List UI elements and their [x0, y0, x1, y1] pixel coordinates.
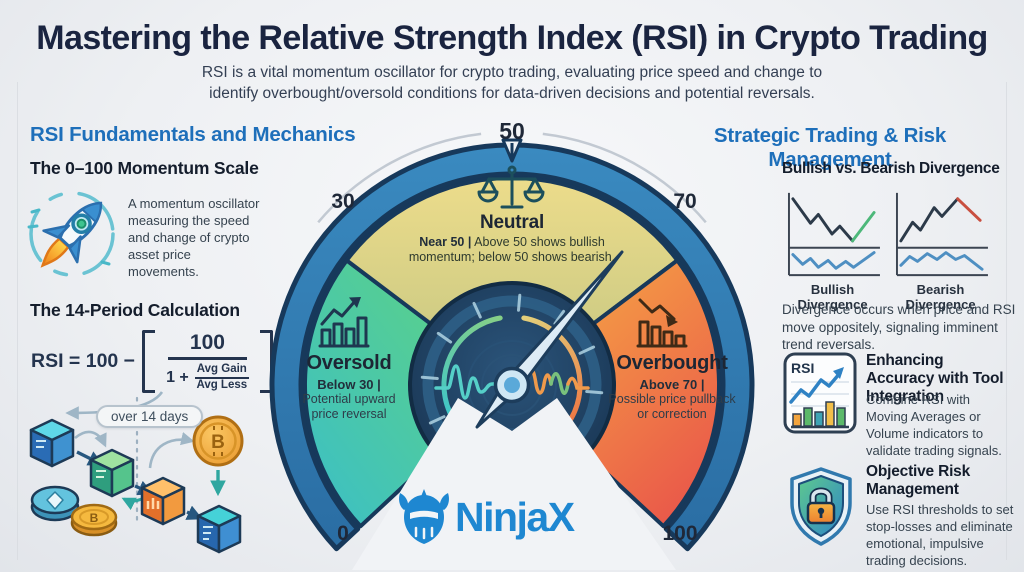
bearish-reversal-line [956, 197, 982, 222]
neutral-title: Neutral [479, 212, 545, 233]
balance-scale-icon [477, 165, 545, 209]
waveform-right-green [549, 372, 570, 395]
formula-numerator: 100 [167, 331, 247, 360]
left-section-title: RSI Fundamentals and Mechanics [30, 123, 356, 146]
formula-denominator-prefix: 1 + [166, 368, 189, 386]
blockchain-cubes [29, 418, 242, 554]
oversold-title: Oversold [306, 352, 392, 374]
neutral-range: Near 50 | [419, 235, 472, 249]
curved-arrow-1 [74, 430, 107, 448]
divergence-title: Bullish vs. Bearish Divergence [782, 160, 1000, 177]
waveform-right-tail [566, 376, 590, 390]
bearish-divergence-chart [895, 192, 988, 277]
rsi-icon-label: RSI [791, 360, 814, 376]
bitcoin-coin-small-icon: B [70, 503, 118, 537]
risk-description: Use RSI thresholds to set stop-losses an… [866, 502, 1014, 568]
gauge-label-70: 70 [673, 190, 697, 213]
right-panel-edge [1006, 82, 1007, 560]
shield-lock-icon [790, 467, 852, 546]
subtitle-line-2: identify overbought/oversold conditions … [209, 84, 815, 102]
overbought-segment-text: Overbought Above 70 | Possible price pul… [608, 352, 736, 422]
subtitle-line-1: RSI is a vital momentum oscillator for c… [201, 64, 823, 81]
left-bracket [142, 330, 156, 394]
divergence-chart-labels: Bullish Divergence Bearish Divergence [782, 282, 991, 312]
gauge-needle [475, 250, 624, 429]
formula-lhs: RSI = 100 − [31, 350, 136, 373]
page-title: Mastering the Relative Strength Index (R… [36, 19, 988, 57]
bearish-divergence-label: Bearish Divergence [905, 282, 976, 312]
bullish-divergence-chart [787, 192, 880, 277]
outer-scale-arc [317, 132, 707, 224]
svg-text:B: B [211, 432, 225, 453]
brand-logo: NinjaX [398, 488, 575, 546]
divergence-charts [782, 190, 991, 280]
overbought-chart-down-icon [636, 298, 688, 348]
avg-loss-label: Avg Less [196, 379, 248, 392]
left-panel-edge [17, 82, 18, 560]
momentum-description: A momentum oscillator measuring the spee… [128, 196, 260, 279]
neutral-segment-text: Neutral Near 50 | Above 50 shows bullish… [398, 212, 626, 266]
bitcoin-coin-icon: B [192, 415, 244, 467]
cube-green-icon [89, 448, 135, 498]
accuracy-description: Combine RSI with Moving Averages or Volu… [866, 392, 1002, 458]
rsi-tool-icon: RSI [783, 352, 857, 434]
bullish-divergence-label: Bullish Divergence [797, 282, 868, 312]
overbought-title: Overbought [616, 352, 728, 374]
gauge-label-50: 50 [499, 118, 525, 144]
page-subtitle: RSI is a vital momentum oscillator for c… [192, 63, 832, 105]
right-section-title: Strategic Trading & Risk Management [713, 124, 947, 171]
bullish-reversal-line [851, 211, 876, 243]
brand-name: NinjaX [455, 493, 575, 540]
cube-orange-icon [140, 476, 186, 526]
rocket-icon [27, 191, 115, 277]
svg-text:B: B [90, 511, 99, 525]
over-14-days-badge: over 14 days [96, 405, 204, 428]
ethereum-coin-icon [30, 485, 80, 522]
avg-gain-label: Avg Gain [194, 363, 249, 380]
cube-blue-icon [29, 418, 75, 468]
curved-arrow-2 [148, 432, 195, 469]
gauge-label-0: 0 [337, 522, 349, 545]
gauge-outer-ring [269, 142, 755, 552]
rsi-formula: RSI = 100 − 100 1 + Avg Gain Avg Less [31, 330, 273, 394]
formula-fraction: 100 1 + Avg Gain Avg Less [162, 330, 253, 393]
gauge-label-30: 30 [331, 190, 355, 213]
ninja-icon [399, 489, 449, 544]
rsi-gauge [269, 132, 755, 570]
accuracy-title: Enhancing Accuracy with Tool Integration [866, 352, 1004, 405]
oversold-description: Potential upward price reversal [302, 392, 396, 421]
overbought-range: Above 70 | [639, 377, 705, 392]
waveform-left [434, 364, 500, 400]
calculation-title: The 14-Period Calculation [30, 300, 240, 320]
divergence-description: Divergence occurs when price and RSI mov… [782, 302, 1016, 353]
cube-teal-icon [196, 504, 242, 554]
gain-loss-fraction: Avg Gain Avg Less [194, 363, 249, 392]
gauge-label-100: 100 [662, 522, 698, 545]
oversold-range: Below 30 | [317, 377, 381, 392]
momentum-scale-title: The 0–100 Momentum Scale [30, 158, 259, 178]
crypto-flow-diagram: B B [29, 391, 244, 554]
oversold-segment-text: Oversold Below 30 | Potential upward pri… [294, 352, 404, 422]
overbought-description: Possible price pullback or correction [608, 392, 736, 421]
neutral-description: Above 50 shows bullish momentum; below 5… [408, 235, 616, 265]
dial-ticks [420, 293, 604, 425]
risk-title: Objective Risk Management [866, 463, 971, 498]
oversold-chart-up-icon [318, 297, 370, 348]
